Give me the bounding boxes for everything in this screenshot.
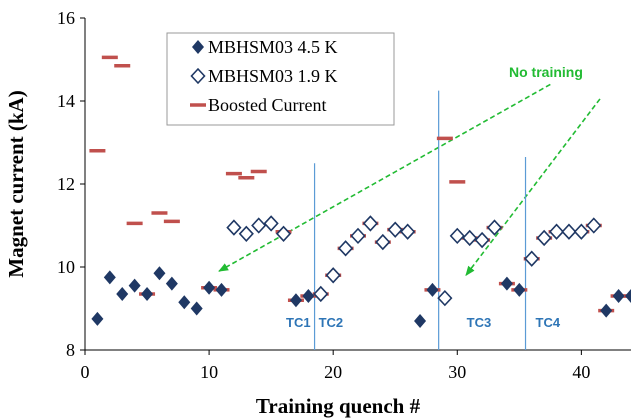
mbhsm03-4.5k-point [165,276,178,291]
mbhsm03-1.9k-point [238,225,254,242]
mbhsm03-4.5k-point [91,311,104,326]
mbhsm03-1.9k-point [586,217,602,234]
mbhsm03-1.9k-point [561,223,577,240]
mbhsm03-1.9k-point [400,223,416,240]
mbhsm03-4.5k-point [203,280,216,295]
mbhsm03-4.5k-point [289,293,302,308]
mbhsm03-1.9k-point [350,227,366,245]
x-tick-label: 10 [200,362,218,382]
mbhsm03-1.9k-point [325,267,341,284]
mbhsm03-1.9k-point [263,215,279,232]
mbhsm03-1.9k-point [387,221,403,238]
x-tick-label: 20 [324,362,342,382]
mbhsm03-4.5k-point [116,286,129,301]
y-tick-label: 12 [57,174,75,194]
y-axis-title: Magnet current (kA) [4,90,28,277]
annotation-arrow [465,98,601,277]
legend-label: MBHSM03 4.5 K [208,37,338,57]
mbhsm03-4.5k-point [103,270,116,285]
annotation-text: No training [509,64,583,80]
campaign-label: TC3 [467,315,492,330]
mbhsm03-1.9k-point [375,233,391,251]
mbhsm03-4.5k-point [513,282,526,297]
x-tick-label: 0 [81,362,90,382]
mbhsm03-4.5k-point [414,313,427,328]
axes: 8 10 12 14 16 0 10 20 30 40 Training quench # Magne… [4,8,631,418]
legend-box [166,32,395,126]
mbhsm03-4.5k-point [426,282,439,297]
mbhsm03-1.9k-point [462,229,478,247]
legend-label: MBHSM03 1.9 K [208,66,338,86]
legend-marker-open-diamond [190,67,206,85]
mbhsm03-1.9k-point [486,219,503,236]
y-tick-label: 10 [57,257,75,277]
mbhsm03-4.5k-point [612,289,625,304]
mbhsm03-1.9k-point [251,217,267,234]
campaign-label: TC2 [319,315,344,330]
training-campaign-lines: TC1 TC2 TC3 TC4 [286,90,561,350]
mbhsm03-1.9k-point [524,250,540,267]
campaign-label: TC4 [536,315,561,330]
annotation-arrow [218,83,551,272]
mbhsm03-1.9k-point [536,229,552,247]
mbhsm03-4.5k-point [128,278,141,293]
mbhsm03-4.5k-point [500,276,513,291]
campaign-label: TC1 [286,315,311,330]
mbhsm03-4.5k-point [625,289,631,304]
legend-label: Boosted Current [208,95,327,115]
mbhsm03-4.5k-point [215,282,228,297]
mbhsm03-1.9k-point [573,223,589,240]
legend: MBHSM03 4.5 K MBHSM03 1.9 K Boosted Curren… [166,32,395,126]
mbhsm03-4.5k-point [600,303,613,318]
y-tick-label: 16 [57,8,75,28]
x-axis-title: Training quench # [256,394,421,418]
mbhsm03-4.5k-point [302,289,315,304]
data-marks [89,55,631,328]
legend-marker-filled-diamond [192,40,204,54]
mbhsm03-4.5k-point [178,295,191,310]
x-tick-label: 30 [448,362,466,382]
mbhsm03-1.9k-point [474,231,490,249]
x-tick-label: 40 [572,362,590,382]
mbhsm03-1.9k-point [449,227,465,245]
y-tick-label: 14 [57,91,75,111]
mbhsm03-4.5k-point [190,301,203,316]
mbhsm03-4.5k-point [141,286,154,301]
mbhsm03-1.9k-point [437,289,453,307]
mbhsm03-1.9k-point [226,219,242,236]
y-tick-label: 8 [66,340,75,360]
mbhsm03-1.9k-point [313,285,329,303]
mbhsm03-1.9k-point [548,223,565,240]
mbhsm03-1.9k-point [337,240,354,257]
mbhsm03-1.9k-point [275,225,292,242]
mbhsm03-1.9k-point [362,215,379,232]
mbhsm03-4.5k-point [153,266,166,281]
annotation-layer: No training [218,64,601,277]
